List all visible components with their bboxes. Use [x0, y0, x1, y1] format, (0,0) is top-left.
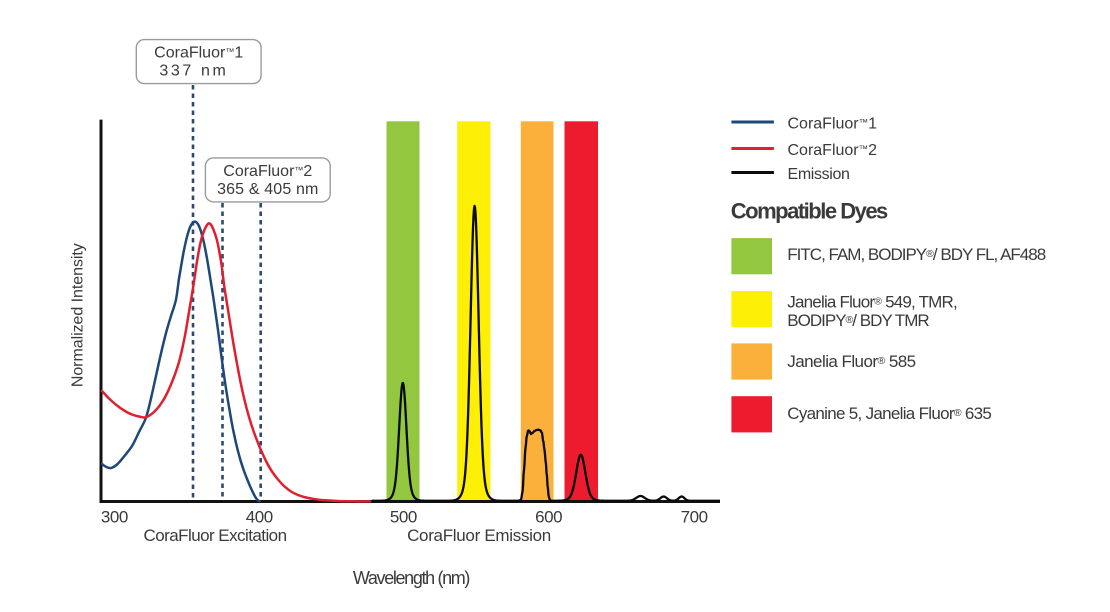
svg-text:Emission: Emission [788, 166, 850, 183]
svg-text:Wavelength (nm): Wavelength (nm) [353, 568, 469, 588]
svg-text:CoraFluor™2: CoraFluor™2 [788, 142, 878, 159]
svg-text:CoraFluor™1: CoraFluor™1 [154, 44, 243, 61]
svg-text:Janelia Fluor® 585: Janelia Fluor® 585 [787, 352, 915, 371]
svg-text:BODIPY®/ BDY TMR: BODIPY®/ BDY TMR [787, 311, 929, 330]
svg-text:600: 600 [535, 508, 562, 527]
svg-text:Compatible Dyes: Compatible Dyes [731, 199, 888, 224]
svg-text:FITC, FAM, BODIPY®/ BDY FL, AF: FITC, FAM, BODIPY®/ BDY FL, AF488 [787, 245, 1045, 264]
svg-text:CoraFluor™1: CoraFluor™1 [788, 115, 878, 132]
svg-text:Janelia Fluor® 549, TMR,: Janelia Fluor® 549, TMR, [787, 292, 957, 311]
svg-text:365 & 405 nm: 365 & 405 nm [217, 181, 318, 198]
svg-text:Cyanine 5, Janelia Fluor® 635: Cyanine 5, Janelia Fluor® 635 [787, 404, 991, 423]
svg-text:337 nm: 337 nm [159, 63, 228, 80]
svg-text:700: 700 [681, 508, 708, 527]
svg-text:500: 500 [390, 508, 417, 527]
svg-text:CoraFluor™2: CoraFluor™2 [223, 163, 312, 180]
svg-text:CoraFluor Emission: CoraFluor Emission [407, 526, 551, 545]
svg-text:400: 400 [246, 508, 273, 527]
svg-text:300: 300 [101, 508, 128, 527]
svg-text:CoraFluor Excitation: CoraFluor Excitation [143, 526, 286, 545]
svg-text:Normalized Intensity: Normalized Intensity [70, 243, 87, 387]
